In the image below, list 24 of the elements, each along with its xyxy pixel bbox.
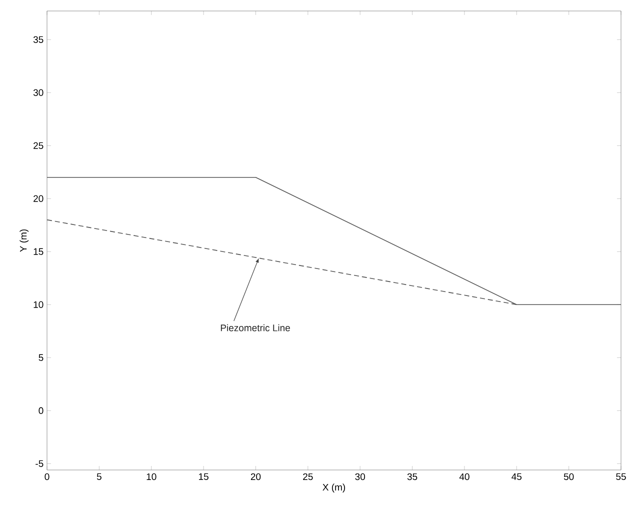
y-tick-label: 25 xyxy=(34,142,44,149)
y-tick-label: 10 xyxy=(34,301,44,308)
y-tick-label: 30 xyxy=(33,89,44,96)
x-tick-label: 40 xyxy=(459,473,470,480)
x-tick-label: 35 xyxy=(407,473,418,480)
annotation: Piezometric Line xyxy=(220,324,290,332)
y-tick-label: -5 xyxy=(36,460,44,467)
y-tick-label: 35 xyxy=(33,36,44,43)
x-tick-label: 55 xyxy=(616,473,626,480)
y-tick-label: 15 xyxy=(34,248,44,255)
y-axis-title: Y (m) xyxy=(20,229,29,252)
x-tick-label: 25 xyxy=(303,473,313,480)
y-tick-label: 5 xyxy=(38,354,44,361)
x-tick-label: 0 xyxy=(44,473,50,480)
x-tick-label: 20 xyxy=(250,473,261,480)
x-tick-label: 5 xyxy=(96,473,102,480)
x-tick-label: 15 xyxy=(198,473,208,480)
x-axis-title: X (m) xyxy=(322,484,346,492)
y-tick-label: 0 xyxy=(38,407,44,414)
x-tick-label: 10 xyxy=(146,473,156,480)
x-tick-label: 30 xyxy=(355,473,366,480)
x-tick-label: 50 xyxy=(564,473,574,480)
x-tick-label: 45 xyxy=(512,473,522,480)
y-tick-label: 20 xyxy=(34,195,44,202)
